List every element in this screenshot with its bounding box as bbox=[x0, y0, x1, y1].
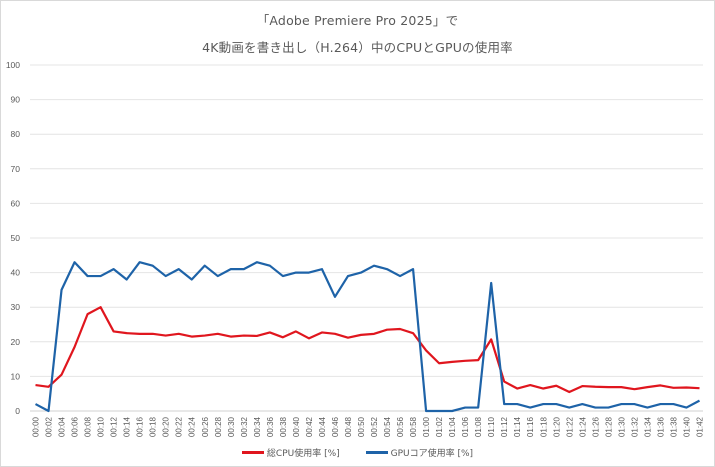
gpu-usage-line bbox=[34, 261, 701, 413]
x-tick-label: 00:38 bbox=[279, 416, 288, 437]
x-tick-label: 01:16 bbox=[526, 416, 535, 437]
x-tick-label: 00:56 bbox=[396, 416, 405, 437]
x-tick-label: 00:58 bbox=[409, 416, 418, 437]
x-tick-label: 01:06 bbox=[461, 416, 470, 437]
x-tick-label: 00:00 bbox=[32, 416, 41, 437]
x-tick-label: 00:34 bbox=[253, 416, 262, 437]
x-tick-label: 01:00 bbox=[422, 416, 431, 437]
y-tick-label: 0 bbox=[15, 406, 20, 416]
y-tick-label: 90 bbox=[11, 95, 21, 105]
y-tick-label: 50 bbox=[11, 233, 21, 243]
legend-label-gpu: GPUコア使用率 [%] bbox=[390, 449, 474, 459]
x-tick-label: 00:16 bbox=[136, 416, 145, 437]
legend-item-gpu: GPUコア使用率 [%] bbox=[365, 446, 474, 459]
x-tick-label: 01:24 bbox=[578, 416, 587, 437]
x-tick-label: 01:02 bbox=[435, 416, 444, 437]
gpu-legend-swatch bbox=[365, 451, 388, 454]
x-tick-label: 01:22 bbox=[565, 416, 574, 437]
x-tick-label: 00:40 bbox=[292, 416, 301, 437]
y-tick-label: 70 bbox=[11, 164, 21, 174]
x-tick-label: 01:34 bbox=[643, 416, 652, 437]
gridlines bbox=[30, 64, 703, 412]
legend-item-cpu: 総CPU使用率 [%] bbox=[241, 446, 340, 459]
x-tick-label: 01:26 bbox=[591, 416, 600, 437]
x-tick-label: 00:30 bbox=[227, 416, 236, 437]
x-tick-label: 00:26 bbox=[201, 416, 210, 437]
x-tick-label: 00:54 bbox=[383, 416, 392, 437]
x-tick-label: 01:28 bbox=[604, 416, 613, 437]
x-tick-label: 01:30 bbox=[617, 416, 626, 437]
x-tick-label: 00:32 bbox=[240, 416, 249, 437]
x-tick-label: 00:24 bbox=[188, 416, 197, 437]
cpu-legend-swatch bbox=[241, 451, 264, 454]
x-tick-label: 01:40 bbox=[682, 416, 691, 437]
x-tick-label: 00:22 bbox=[175, 416, 184, 437]
x-tick-label: 00:10 bbox=[97, 416, 106, 437]
x-tick-label: 00:36 bbox=[266, 416, 275, 437]
x-tick-label: 01:12 bbox=[500, 416, 509, 437]
x-tick-label: 01:18 bbox=[539, 416, 548, 437]
y-tick-label: 20 bbox=[11, 337, 21, 347]
x-tick-label: 01:36 bbox=[656, 416, 665, 437]
y-tick-label: 60 bbox=[11, 198, 21, 208]
x-tick-label: 00:48 bbox=[344, 416, 353, 437]
x-tick-label: 00:14 bbox=[123, 416, 132, 437]
x-tick-label: 00:08 bbox=[84, 416, 93, 437]
x-tick-label: 00:04 bbox=[58, 416, 67, 437]
x-tick-label: 00:46 bbox=[331, 416, 340, 437]
y-axis-ticks: 0 10 20 30 40 50 60 70 80 90 100 bbox=[6, 60, 20, 416]
x-tick-label: 00:50 bbox=[357, 416, 366, 437]
y-tick-label: 100 bbox=[6, 60, 20, 70]
x-tick-label: 00:02 bbox=[45, 416, 54, 437]
y-tick-label: 10 bbox=[11, 371, 21, 381]
x-tick-label: 00:42 bbox=[305, 416, 314, 437]
x-tick-label: 00:12 bbox=[110, 416, 119, 437]
x-tick-label: 01:10 bbox=[487, 416, 496, 437]
x-tick-label: 01:32 bbox=[630, 416, 639, 437]
x-tick-label: 00:06 bbox=[71, 416, 80, 437]
x-tick-label: 01:42 bbox=[696, 416, 705, 437]
chart-title-line-2: 4K動画を書き出し（H.264）中のCPUとGPUの使用率 bbox=[202, 40, 513, 55]
x-tick-label: 01:38 bbox=[669, 416, 678, 437]
y-tick-label: 40 bbox=[11, 268, 21, 278]
chart-title-line-1: 「Adobe Premiere Pro 2025」で bbox=[256, 13, 459, 28]
x-tick-label: 01:14 bbox=[513, 416, 522, 437]
x-tick-label: 01:08 bbox=[474, 416, 483, 437]
x-tick-label: 01:20 bbox=[552, 416, 561, 437]
legend-label-cpu: 総CPU使用率 [%] bbox=[266, 449, 340, 459]
x-tick-label: 00:20 bbox=[162, 416, 171, 437]
x-tick-label: 01:04 bbox=[448, 416, 457, 437]
x-tick-label: 00:44 bbox=[318, 416, 327, 437]
x-tick-label: 00:28 bbox=[214, 416, 223, 437]
cpu-usage-line bbox=[35, 306, 700, 394]
x-tick-label: 00:18 bbox=[149, 416, 158, 437]
y-tick-label: 30 bbox=[11, 302, 21, 312]
x-axis-ticks: 00:00 00:02 00:04 00:06 00:08 00:10 00:12 00:14… bbox=[32, 416, 705, 437]
chart-legend: 総CPU使用率 [%] GPUコア使用率 [%] bbox=[0, 446, 715, 459]
x-tick-label: 00:52 bbox=[370, 416, 379, 437]
y-tick-label: 80 bbox=[11, 129, 21, 139]
